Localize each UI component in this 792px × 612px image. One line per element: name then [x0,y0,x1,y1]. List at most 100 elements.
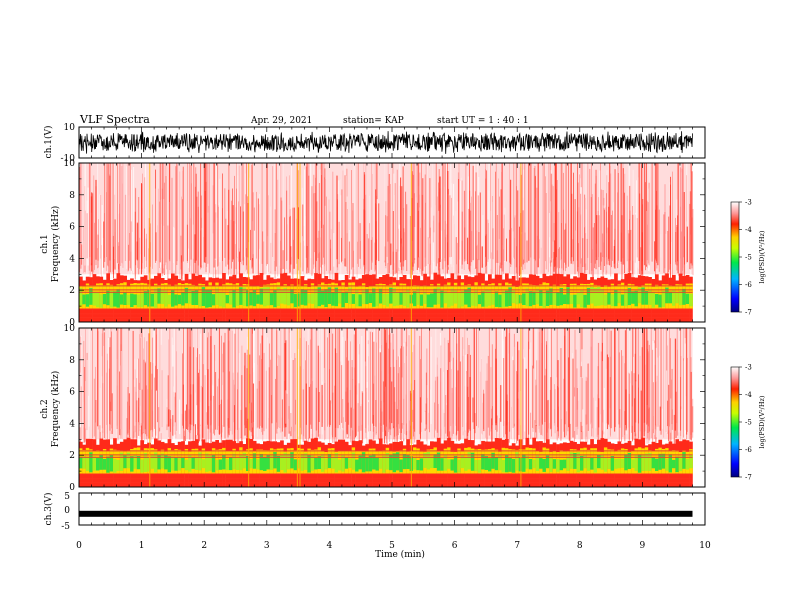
spectral-streak [481,246,483,268]
spectral-streak [413,193,415,264]
spectral-streak [603,423,605,441]
spectral-streak [101,205,103,275]
spectral-streak [271,328,273,424]
spectral-column [494,457,499,471]
spectral-streak [173,328,175,427]
spectral-streak [228,340,230,435]
spectral-streak [159,328,160,428]
spectral-streak [110,411,112,431]
spectral-streak [147,389,149,445]
spectral-streak [315,328,317,441]
spectral-streak [348,241,350,279]
spectral-streak [145,385,147,440]
spectral-streak [107,338,109,441]
spectral-column [627,288,632,306]
spectral-streak [546,328,548,433]
spectral-streak [467,237,469,265]
spectral-streak [637,249,638,268]
spike [520,328,522,487]
spectral-streak [136,400,138,439]
spectral-streak [145,363,146,435]
spectral-streak [646,211,647,265]
spectral-column [310,293,315,304]
spectral-streak [351,360,353,444]
spectral-streak [167,225,169,281]
spectral-streak [206,328,208,424]
spectral-column [102,294,107,305]
spectral-streak [146,341,148,437]
spectral-streak [483,393,485,432]
spectral-streak [393,366,395,440]
spectral-streak [631,371,632,433]
spectral-column [266,455,271,470]
spectral-column [549,456,553,472]
spectral-streak [264,328,266,441]
spectral-column [286,453,291,470]
spectral-streak [388,334,390,430]
spike [410,163,412,322]
colorbar-tick-label: -7 [745,309,752,317]
spectral-streak [459,361,461,440]
spectral-streak [245,173,246,276]
spectral-streak [302,204,304,272]
spectral-column [300,454,305,471]
spectral-streak [337,200,338,260]
freq-tick-label: 4 [69,254,75,264]
spectral-streak [245,256,247,276]
spectral-streak [536,187,538,274]
spectral-streak [403,228,405,262]
time-tick-label: 2 [201,541,207,551]
spectral-column [334,453,339,473]
spectral-streak [365,391,367,433]
spectral-streak [114,194,116,269]
spectral-column [464,457,468,471]
spectral-streak [159,163,161,263]
spectral-streak [222,385,223,425]
spectral-streak [459,246,461,272]
spectral-streak [179,171,181,280]
spectral-streak [568,357,570,428]
spectral-column [603,294,608,306]
spectral-streak [551,328,552,437]
spectral-column [419,294,424,306]
spectral-column [355,459,359,472]
spectral-streak [135,188,137,266]
spectral-streak [618,328,620,425]
spectral-streak [341,189,343,261]
spectral-streak [239,251,241,278]
spectral-streak [345,391,347,438]
spectral-streak [446,234,448,273]
spectral-column [542,459,547,472]
spectral-streak [252,383,255,439]
spectral-streak [427,237,429,265]
spectral-column [590,458,594,470]
spectral-streak [101,356,103,438]
spectral-streak [649,187,650,272]
spectral-streak [540,247,542,274]
spectral-column [498,294,502,308]
spectral-streak [317,237,319,258]
spectral-streak [90,196,93,266]
spectral-column [433,454,438,468]
spectral-streak [635,212,636,278]
ch1-spec-xticks [78,163,706,322]
spectral-streak [212,383,213,433]
spectral-column [147,289,151,307]
spectral-column [256,294,260,304]
spectral-column [580,290,584,308]
spectral-streak [485,163,486,266]
spectral-column [457,459,461,473]
spectral-column [515,452,519,471]
freq-tick-label: 6 [69,388,75,398]
spectral-column [79,456,83,469]
spectral-streak [342,170,344,265]
spectral-streak [607,357,609,425]
spectral-column [426,294,431,308]
spectral-streak [251,163,253,267]
spectral-streak [258,381,260,429]
spectral-column [126,452,131,469]
spectral-streak [238,353,240,428]
spectral-streak [564,328,565,438]
spectral-streak [548,163,549,272]
spectral-streak [365,163,367,270]
